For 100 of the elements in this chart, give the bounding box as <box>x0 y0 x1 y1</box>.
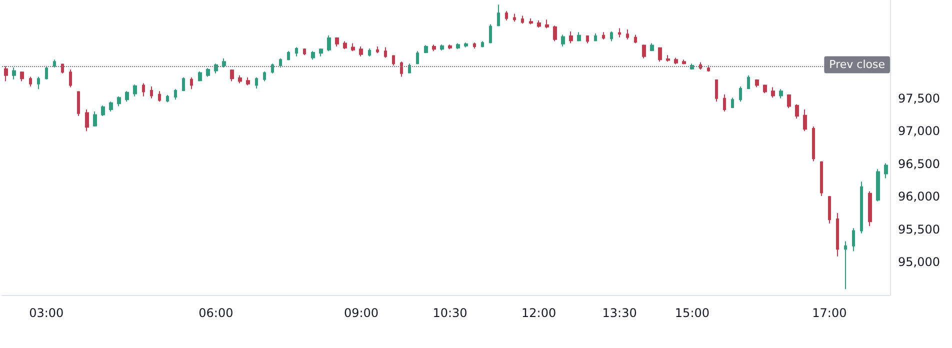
candlestick <box>481 40 484 48</box>
candlestick <box>408 63 411 74</box>
candlestick <box>327 34 331 52</box>
candlestick <box>852 228 855 252</box>
candlestick <box>214 63 218 74</box>
candlestick <box>876 168 880 202</box>
candlestick <box>174 88 177 100</box>
candlestick <box>731 97 734 109</box>
candlestick <box>723 94 726 112</box>
candlestick <box>440 44 444 51</box>
candlestick <box>263 70 266 82</box>
candlestick <box>497 4 500 27</box>
candlestick <box>505 10 508 21</box>
x-tick-label: 09:00 <box>344 306 379 320</box>
candlestick <box>45 66 48 80</box>
candlestick <box>828 196 831 224</box>
candlestick <box>561 34 565 48</box>
candlestick <box>206 68 210 78</box>
candlestick <box>586 34 589 44</box>
x-tick-label: 13:30 <box>602 306 637 320</box>
candlestick <box>545 19 549 29</box>
candlestick <box>125 90 129 102</box>
candlestick <box>626 29 629 40</box>
candlestick <box>844 240 847 290</box>
candlestick <box>4 66 8 82</box>
candlestick <box>311 50 315 60</box>
candlestick <box>343 40 347 50</box>
candlestick <box>77 90 80 117</box>
candlestick <box>117 96 121 107</box>
candlestick <box>836 212 839 257</box>
candlestick <box>448 44 452 50</box>
candlestick <box>255 76 258 89</box>
candlestick <box>238 74 242 84</box>
candlestick <box>634 34 637 44</box>
candlestick <box>489 24 492 44</box>
candlestick <box>222 58 226 68</box>
candlestick <box>658 46 662 62</box>
candlestick <box>682 59 686 65</box>
x-tick-label: 12:00 <box>522 306 556 320</box>
candlestick <box>787 94 791 109</box>
candlestick <box>85 108 89 132</box>
candlestick <box>190 76 193 90</box>
candlestick <box>133 84 137 97</box>
candlestick <box>295 46 298 57</box>
candlestick <box>642 44 646 59</box>
y-tick-label: 97,000 <box>898 124 940 138</box>
candlestick <box>707 65 710 72</box>
candlestick <box>158 90 161 102</box>
candlestick <box>666 54 670 62</box>
candlestick <box>37 76 40 90</box>
candlestick <box>618 28 621 38</box>
y-tick-label: 96,000 <box>898 190 940 204</box>
candlestick <box>464 42 468 48</box>
candlestick <box>351 42 355 52</box>
candlestick <box>424 44 428 54</box>
candlestick <box>884 162 888 179</box>
candlestick <box>109 101 113 112</box>
candlestick <box>150 86 153 99</box>
candlestick <box>271 63 274 74</box>
candlestick <box>537 20 541 28</box>
x-tick-label: 03:00 <box>29 306 64 320</box>
candlestick <box>319 48 323 57</box>
candlestick <box>473 42 476 50</box>
candlestick <box>553 25 557 42</box>
candlestick <box>384 46 387 58</box>
candlestick <box>674 57 678 65</box>
candlestick <box>763 84 767 94</box>
candlestick <box>142 82 145 97</box>
candlestick <box>755 78 759 88</box>
candlestick <box>747 74 750 90</box>
candlestick <box>53 59 56 68</box>
ref-line-label: Prev close <box>829 58 886 72</box>
candlestick <box>513 13 516 22</box>
candlestick <box>101 105 105 117</box>
candlestick <box>368 48 371 57</box>
x-tick-label: 15:00 <box>674 306 710 320</box>
y-tick-label: 97,500 <box>898 91 940 106</box>
candlestick <box>20 70 24 82</box>
candlestick <box>456 42 460 50</box>
candlestick <box>198 70 202 82</box>
candlestick <box>594 32 597 42</box>
candlestick <box>779 88 783 99</box>
candlestick <box>699 62 702 70</box>
candlestick <box>392 54 395 66</box>
candlestick <box>529 18 533 25</box>
candlestick <box>739 86 742 102</box>
candlestick <box>29 76 32 88</box>
candlestick <box>771 86 775 98</box>
candlestick <box>416 50 419 65</box>
candlestick <box>61 63 64 74</box>
x-tick-label: 06:00 <box>198 306 234 320</box>
y-tick-label: 95,000 <box>898 255 940 270</box>
candlestick <box>820 160 823 197</box>
candlestick <box>577 32 581 42</box>
candlestick <box>303 48 306 56</box>
candlestick <box>400 61 403 78</box>
candlestick <box>182 76 185 92</box>
candlestick <box>795 104 799 120</box>
candlestick <box>246 76 250 86</box>
candlestick <box>650 42 654 52</box>
